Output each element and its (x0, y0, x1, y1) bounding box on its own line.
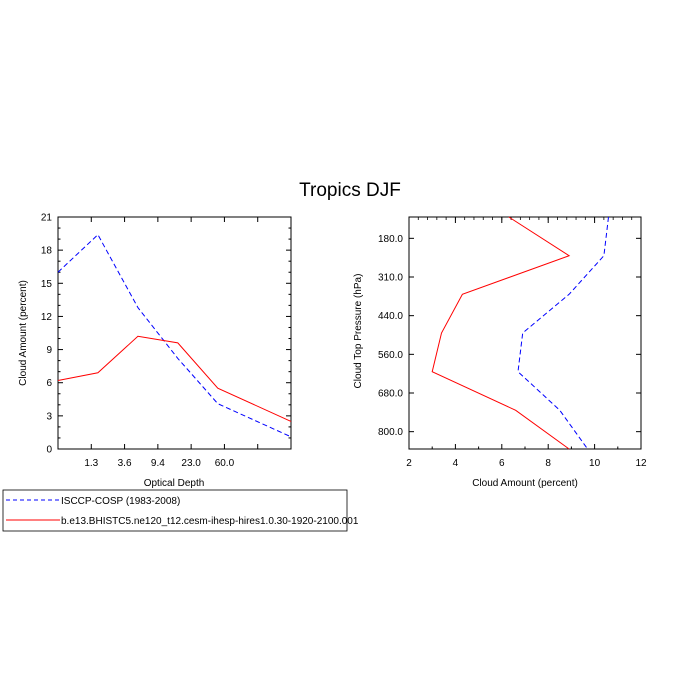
series-line-b-e13-bhistc5-ne120-t12-cesm-i (431, 216, 571, 450)
y-tick-label: 180.0 (378, 234, 403, 245)
y-tick-label: 800.0 (378, 427, 403, 438)
right-y-axis-label: Cloud Top Pressure (hPa) (353, 274, 364, 389)
y-tick-label: 9 (46, 345, 52, 356)
right-tick-labels: 180.0 310.0 440.0 560.0 680.0 800.0 2 4 6 8 10 12 (378, 234, 647, 469)
x-tick-label: 3.6 (118, 458, 132, 469)
y-tick-label: 560.0 (378, 350, 403, 361)
x-tick-label: 60.0 (215, 458, 235, 469)
x-tick-label: 4 (453, 458, 459, 469)
series-line-isccp-cosp-1983-2008 (57, 233, 292, 438)
right-panel-cloud-top-pressure: 180.0 310.0 440.0 560.0 680.0 800.0 2 4 6 8 10 12 C… (353, 216, 647, 489)
y-tick-label: 6 (46, 378, 52, 389)
y-tick-label: 310.0 (378, 273, 403, 284)
right-axis-ticks (408, 217, 642, 449)
figure-title: Tropics DJF (299, 180, 401, 201)
y-tick-label: 18 (41, 246, 53, 257)
right-series-lines (431, 216, 609, 450)
right-plot-frame (408, 216, 642, 450)
left-tick-labels: 0 3 6 9 12 15 18 21 1.3 3.6 9.4 23.0 60.0 (41, 213, 235, 470)
x-tick-label: 8 (545, 458, 551, 469)
x-tick-label: 10 (589, 458, 601, 469)
x-tick-label: 6 (499, 458, 505, 469)
left-panel-optical-depth: 0 3 6 9 12 15 18 21 1.3 3.6 9.4 23.0 60.0 Optical De… (18, 213, 292, 489)
y-tick-label: 0 (46, 445, 52, 456)
legend-box (2, 489, 348, 532)
x-tick-label: 1.3 (84, 458, 98, 469)
left-x-axis-label: Optical Depth (144, 478, 205, 489)
right-x-axis-label: Cloud Amount (percent) (472, 478, 578, 489)
x-tick-label: 2 (406, 458, 412, 469)
y-tick-label: 440.0 (378, 311, 403, 322)
left-axis-ticks (57, 216, 292, 450)
left-y-axis-label: Cloud Amount (percent) (18, 280, 29, 386)
series-line-b-e13-bhistc5-ne120-t12-cesm-i (57, 335, 292, 422)
legend-label-model: b.e13.BHISTC5.ne120_t12.cesm-ihesp-hires… (61, 516, 359, 527)
x-tick-label: 9.4 (151, 458, 165, 469)
y-tick-label: 680.0 (378, 389, 403, 400)
y-tick-label: 15 (41, 279, 53, 290)
left-series-lines (57, 233, 292, 438)
left-plot-frame (57, 216, 292, 450)
x-tick-label: 12 (635, 458, 647, 469)
legend-label-isccp: ISCCP-COSP (1983-2008) (61, 496, 180, 507)
y-tick-label: 21 (41, 213, 53, 224)
legend: ISCCP-COSP (1983-2008) b.e13.BHISTC5.ne1… (2, 489, 359, 532)
y-tick-label: 3 (46, 411, 52, 422)
x-tick-label: 23.0 (181, 458, 201, 469)
y-tick-label: 12 (41, 312, 53, 323)
